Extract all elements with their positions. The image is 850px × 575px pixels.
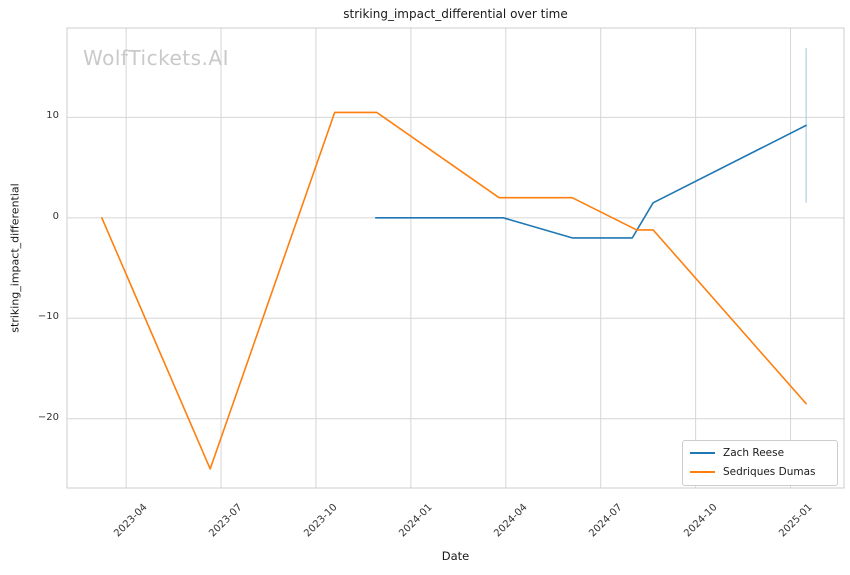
legend: Zach Reese Sedriques Dumas — [682, 440, 838, 486]
legend-item-sedriques-dumas: Sedriques Dumas — [690, 464, 829, 480]
legend-item-label: Zach Reese — [723, 447, 785, 459]
series-line-sedriques-dumas — [101, 111, 807, 470]
legend-item-zach-reese: Zach Reese — [690, 445, 829, 461]
y-tick-label-10: 10 — [46, 110, 59, 122]
chart-title: striking_impact_differential over time — [343, 7, 568, 21]
plot-border — [66, 27, 845, 489]
series-line-zach-reese — [374, 124, 807, 239]
y-tick-label--10: −10 — [37, 311, 59, 323]
y-tick-label--20: −20 — [37, 411, 59, 423]
legend-line-sample — [690, 471, 715, 473]
y-tick-label-0: 0 — [52, 210, 59, 222]
legend-line-sample — [690, 452, 715, 454]
watermark: WolfTickets.AI — [83, 46, 229, 70]
legend-item-label: Sedriques Dumas — [723, 466, 816, 478]
x-axis-label: Date — [441, 549, 470, 563]
